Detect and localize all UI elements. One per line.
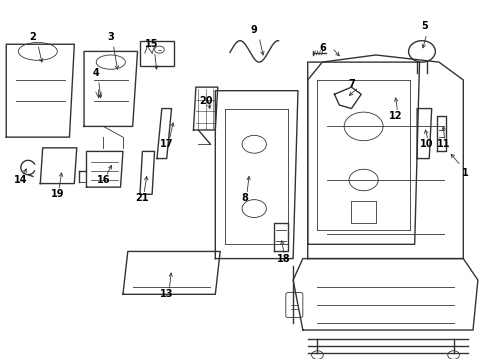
Text: 16: 16 bbox=[97, 175, 110, 185]
Text: 1: 1 bbox=[462, 168, 468, 178]
Text: 14: 14 bbox=[14, 175, 27, 185]
Text: 12: 12 bbox=[387, 111, 401, 121]
Text: 15: 15 bbox=[145, 39, 159, 49]
Text: 3: 3 bbox=[107, 32, 114, 42]
FancyBboxPatch shape bbox=[285, 293, 302, 318]
Text: 2: 2 bbox=[30, 32, 36, 42]
Ellipse shape bbox=[19, 42, 57, 60]
Text: 13: 13 bbox=[160, 289, 173, 299]
Text: 8: 8 bbox=[241, 193, 247, 203]
Text: 11: 11 bbox=[436, 139, 449, 149]
Text: 10: 10 bbox=[419, 139, 433, 149]
Text: 5: 5 bbox=[420, 21, 427, 31]
Ellipse shape bbox=[408, 41, 434, 62]
Text: 17: 17 bbox=[160, 139, 173, 149]
Text: 4: 4 bbox=[93, 68, 100, 78]
Bar bbox=[140, 41, 174, 66]
Text: 6: 6 bbox=[318, 43, 325, 53]
Bar bbox=[351, 202, 375, 223]
Text: 18: 18 bbox=[276, 253, 289, 264]
Text: 20: 20 bbox=[199, 96, 212, 107]
Text: 19: 19 bbox=[50, 189, 64, 199]
Ellipse shape bbox=[96, 55, 125, 69]
Text: 9: 9 bbox=[250, 25, 257, 35]
Text: 7: 7 bbox=[347, 78, 354, 89]
Text: 21: 21 bbox=[135, 193, 149, 203]
